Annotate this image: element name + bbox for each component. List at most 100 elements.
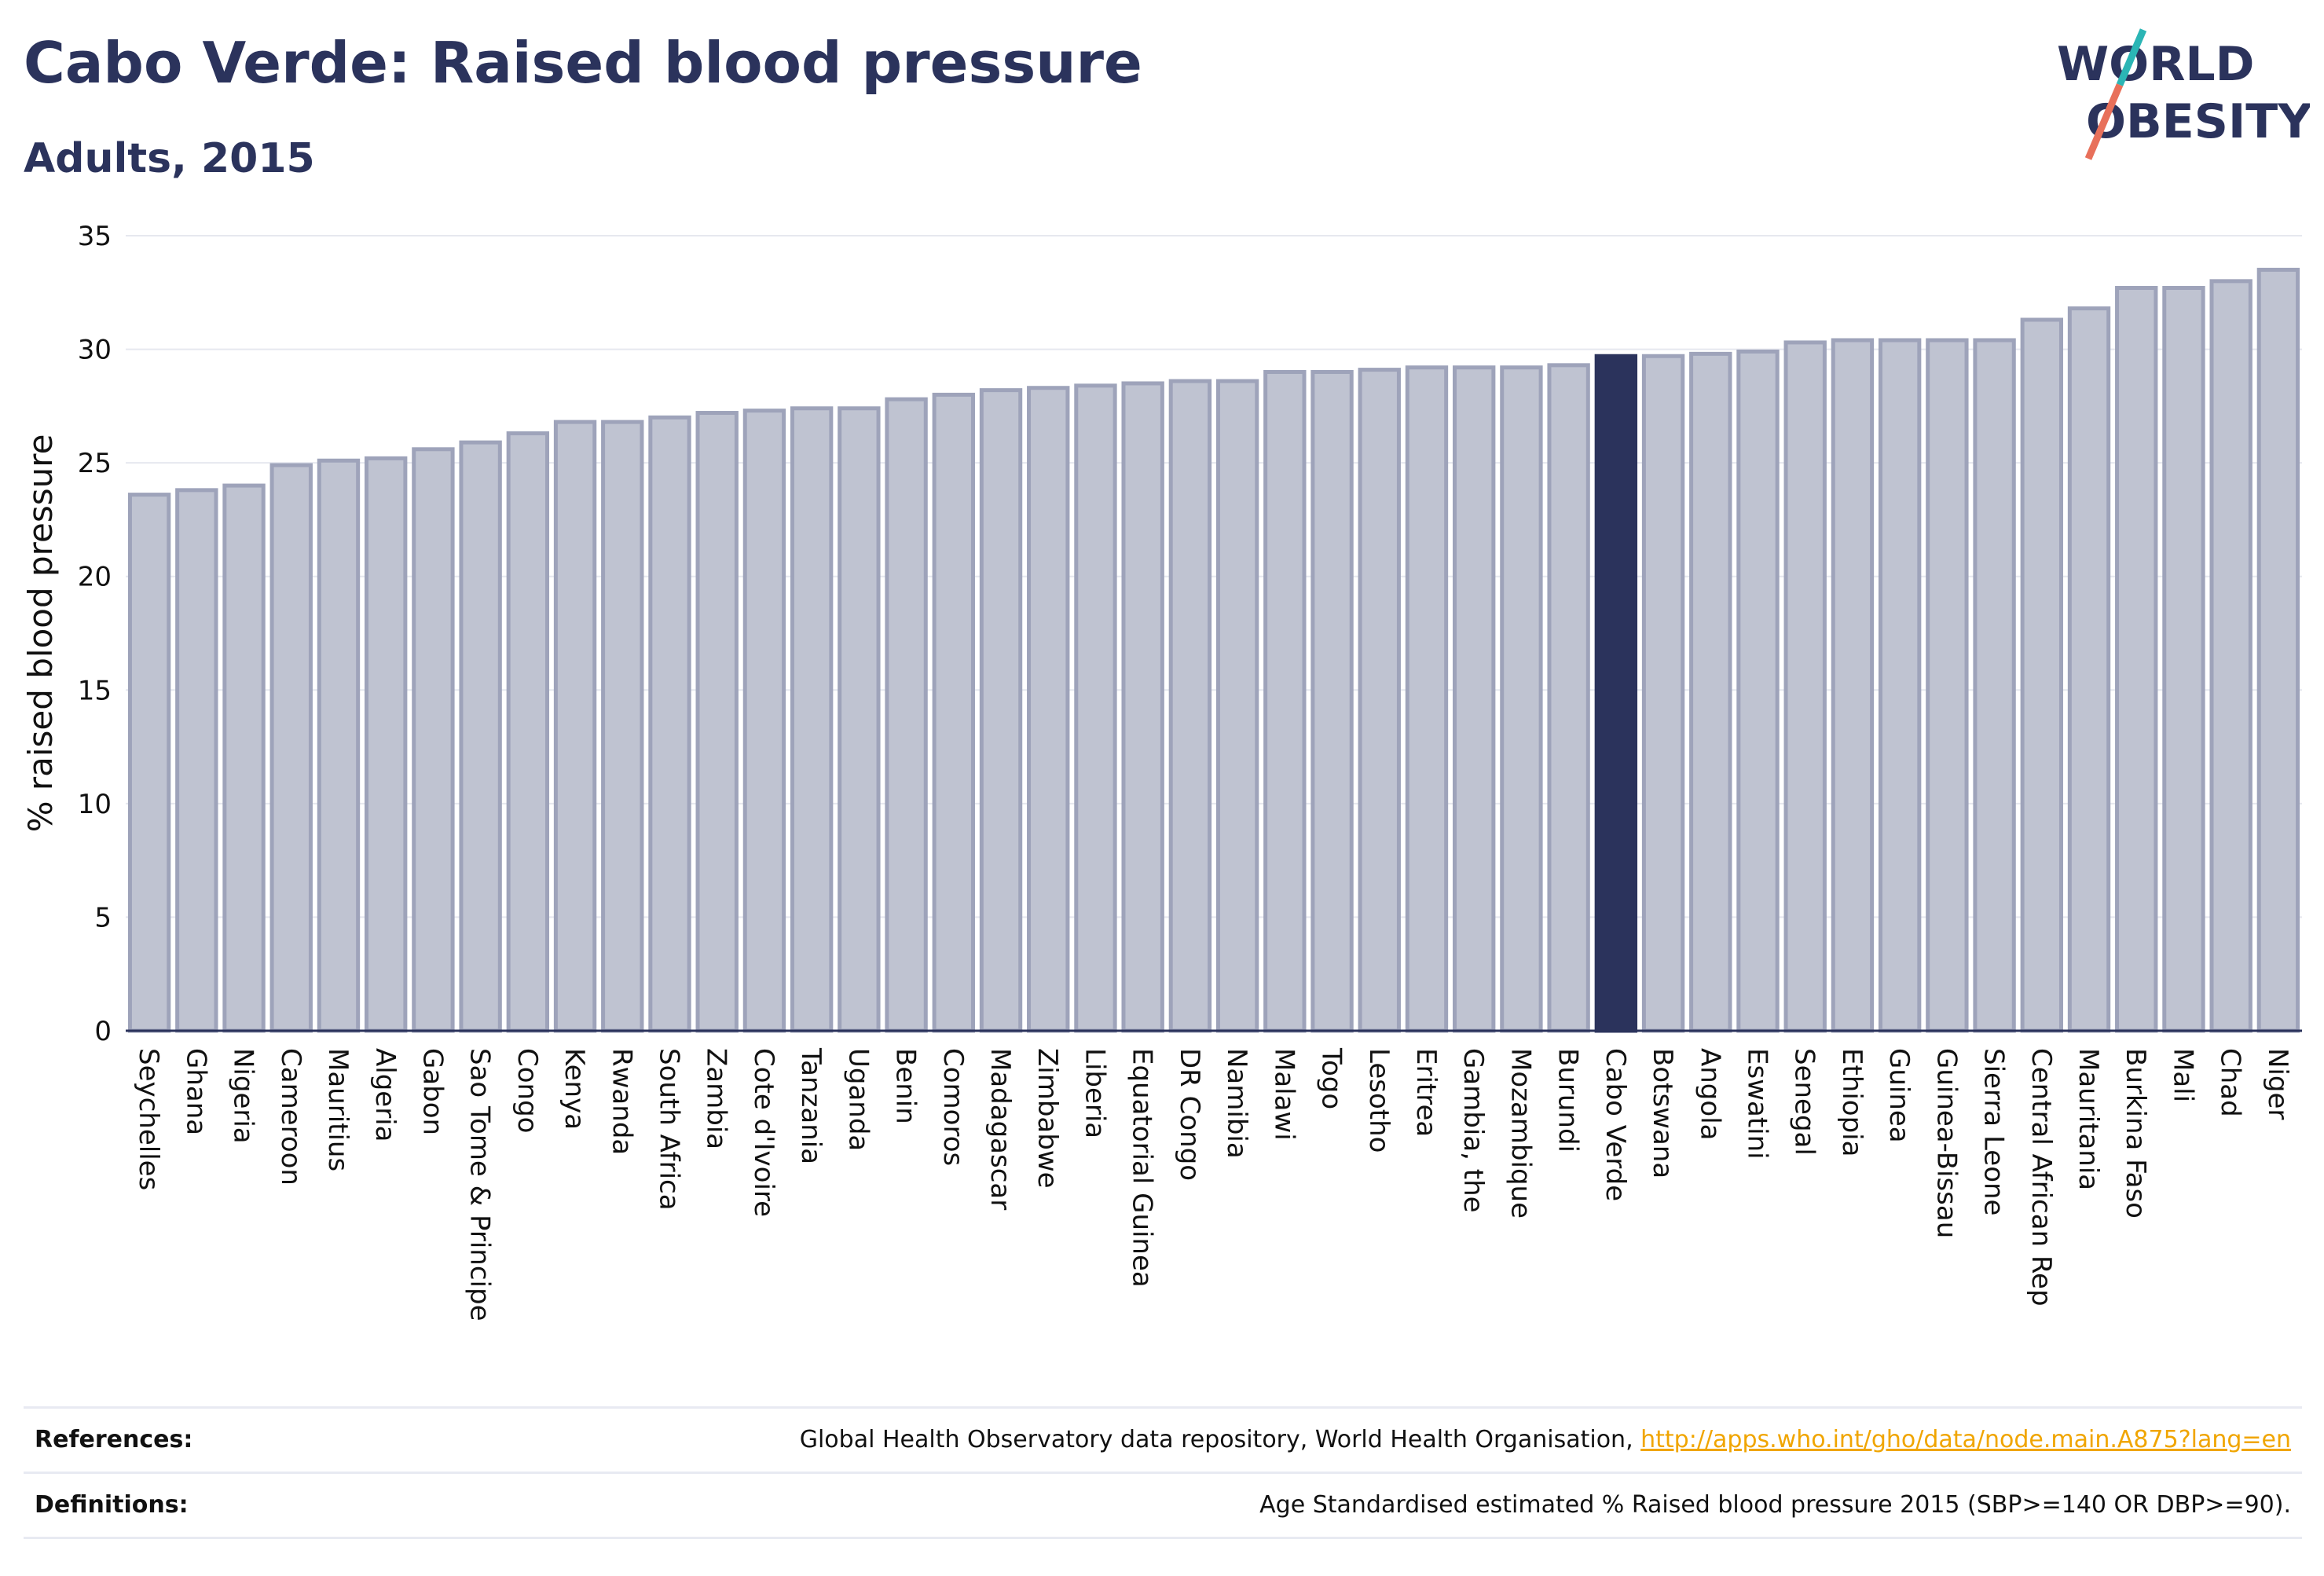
bar: [1453, 365, 1496, 1033]
logo-line1: WORLD: [2057, 37, 2254, 92]
x-tick-label: Zambia: [701, 1048, 732, 1149]
x-tick-label: Botswana: [1647, 1048, 1678, 1178]
bar: [269, 463, 313, 1033]
x-tick-label: Malawi: [1268, 1048, 1299, 1141]
logo-slash-red: [2084, 83, 2124, 160]
bar: [2209, 279, 2253, 1033]
bar: [1310, 369, 1354, 1033]
chart-subtitle: Adults, 2015: [24, 135, 315, 182]
bar: [979, 388, 1023, 1033]
x-tick-label: Seychelles: [133, 1048, 164, 1190]
bar: [1973, 338, 2016, 1033]
bar: [1500, 365, 1543, 1033]
y-tick-label: 35: [78, 221, 112, 252]
references-link[interactable]: http://apps.who.int/gho/data/node.main.A…: [1640, 1426, 2291, 1453]
bar-highlighted: [1594, 354, 1638, 1033]
x-tick-label: Nigeria: [228, 1048, 259, 1144]
bar: [2020, 317, 2063, 1033]
x-tick-label: Namibia: [1221, 1048, 1252, 1159]
y-tick-label: 5: [94, 902, 112, 933]
bar: [648, 415, 691, 1033]
logo-line2: OBESITY: [2086, 94, 2310, 149]
bar: [1783, 340, 1827, 1033]
x-tick-label: Burkina Faso: [2120, 1048, 2151, 1219]
x-tick-label: Togo: [1316, 1047, 1347, 1109]
logo-slash-teal: [2116, 28, 2147, 86]
world-obesity-logo: WORLD OBESITY: [2057, 28, 2310, 160]
bar: [1074, 383, 1117, 1033]
x-tick-label: Mauritius: [322, 1048, 354, 1171]
bar: [459, 440, 502, 1033]
x-tick-label: Congo: [511, 1048, 543, 1133]
bar: [1168, 379, 1212, 1033]
x-tick-label: Cameroon: [275, 1048, 306, 1186]
bar: [1641, 354, 1685, 1033]
bar: [1831, 338, 1875, 1033]
x-tick-label: Senegal: [1789, 1048, 1820, 1156]
bar: [222, 483, 266, 1033]
x-tick-label: DR Congo: [1174, 1048, 1205, 1181]
x-tick-label: Equatorial Guinea: [1127, 1048, 1158, 1288]
bar: [317, 458, 361, 1033]
x-tick-label: Ethiopia: [1836, 1048, 1868, 1156]
x-tick-label: Ghana: [180, 1048, 211, 1135]
y-tick-label: 10: [78, 789, 112, 820]
definitions-label: Definitions:: [35, 1491, 189, 1519]
x-tick-label: Niger: [2262, 1048, 2293, 1120]
bar: [790, 406, 834, 1033]
x-tick-label: Chad: [2215, 1048, 2246, 1117]
references-label: References:: [35, 1426, 193, 1453]
bar: [127, 493, 171, 1033]
bar: [1878, 338, 1922, 1033]
bar: [1926, 338, 1969, 1033]
bar: [885, 397, 928, 1033]
bar: [2256, 267, 2300, 1033]
x-tick-label: Central African Rep: [2025, 1048, 2057, 1307]
x-tick-label: Sierra Leone: [1978, 1048, 2010, 1215]
x-tick-label: Kenya: [559, 1048, 590, 1130]
x-tick-label: Sao Tome & Principe: [464, 1048, 496, 1321]
bar: [742, 409, 786, 1033]
x-tick-label: Mozambique: [1505, 1048, 1536, 1219]
x-tick-label: Tanzania: [795, 1047, 827, 1164]
x-tick-label: Angola: [1694, 1048, 1725, 1140]
bar: [838, 406, 881, 1033]
bar: [1689, 351, 1732, 1033]
bar: [1027, 386, 1070, 1033]
y-tick-label: 25: [78, 448, 112, 479]
x-tick-label: Zimbabwe: [1032, 1048, 1063, 1189]
x-tick-label: Comoros: [937, 1048, 969, 1166]
bar: [932, 392, 975, 1033]
x-tick-label: Burundi: [1552, 1048, 1584, 1153]
bar: [1263, 369, 1307, 1033]
definitions-text: Age Standardised estimated % Raised bloo…: [1259, 1491, 2291, 1519]
x-tick-label: Algeria: [369, 1048, 401, 1142]
bar: [365, 456, 408, 1033]
bar: [2162, 286, 2205, 1033]
bar: [1358, 368, 1401, 1033]
x-tick-label: South Africa: [654, 1048, 685, 1211]
x-tick-label: Madagascar: [984, 1048, 1016, 1210]
x-tick-label: Benin: [890, 1048, 922, 1124]
x-tick-label: Rwanda: [606, 1048, 637, 1155]
x-tick-label: Liberia: [1079, 1048, 1110, 1138]
footer: References: Global Health Observatory da…: [24, 1406, 2302, 1539]
y-tick-label: 0: [94, 1016, 112, 1047]
x-tick-label: Mali: [2167, 1048, 2198, 1102]
y-tick-label: 20: [78, 562, 112, 593]
x-tick-label: Lesotho: [1363, 1048, 1395, 1153]
bar: [2067, 306, 2111, 1033]
x-tick-label: Gambia, the: [1457, 1048, 1489, 1213]
x-tick-label: Uganda: [842, 1048, 874, 1151]
bar: [175, 488, 218, 1033]
references-text: Global Health Observatory data repositor…: [800, 1426, 2291, 1453]
references-row: References: Global Health Observatory da…: [24, 1406, 2302, 1472]
bar: [695, 411, 739, 1033]
bar: [506, 431, 550, 1033]
y-axis-ticks: 0 5 10 15 20 25 30 35: [78, 221, 112, 1047]
x-tick-label: Guinea: [1883, 1048, 1915, 1143]
bar: [1736, 349, 1780, 1033]
x-tick-label: Cote d'Ivoire: [748, 1048, 779, 1217]
chart-title: Cabo Verde: Raised blood pressure: [24, 30, 1142, 96]
definitions-row: Definitions: Age Standardised estimated …: [24, 1472, 2302, 1539]
